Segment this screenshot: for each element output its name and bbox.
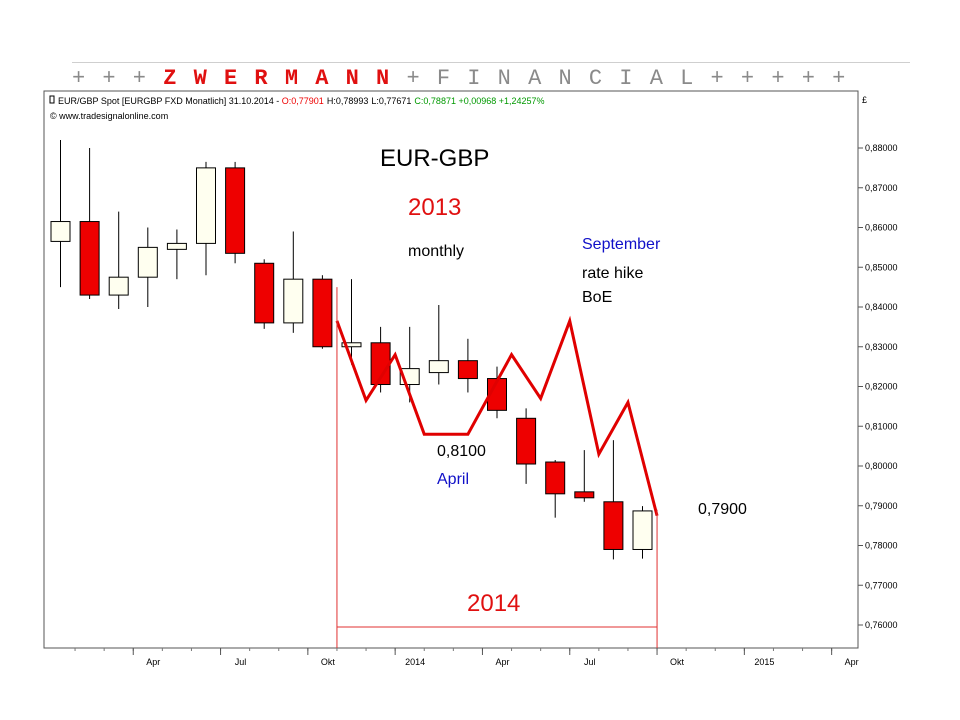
candle-body-bull bbox=[341, 342, 362, 348]
candle bbox=[516, 408, 537, 484]
chart-title: EUR-GBP bbox=[380, 145, 489, 172]
candle bbox=[370, 326, 391, 393]
candle bbox=[574, 450, 595, 502]
x-tick-label: Apr bbox=[146, 657, 160, 667]
label-level-8100: 0,8100 bbox=[437, 443, 486, 460]
candle-body-bear bbox=[254, 262, 275, 324]
candle-body-bull bbox=[50, 221, 71, 242]
overlay-line bbox=[335, 315, 659, 517]
y-tick-label: 0,81000 bbox=[865, 421, 898, 431]
candle-body-bear bbox=[79, 221, 100, 296]
candle-body-bear bbox=[225, 167, 246, 254]
chart-header: EUR/GBP Spot [EURGBP FXD Monatlich] 31.1… bbox=[58, 96, 545, 106]
candle-body-bull bbox=[137, 246, 158, 278]
x-tick-label: Jul bbox=[235, 657, 247, 667]
header-copyright: © www.tradesignalonline.com bbox=[50, 111, 168, 121]
x-tick-label: Jul bbox=[584, 657, 596, 667]
candle-body-bull bbox=[108, 276, 129, 296]
y-tick-label: 0,82000 bbox=[865, 382, 898, 392]
candle bbox=[108, 211, 129, 309]
candle-body-bull bbox=[283, 278, 304, 324]
candle bbox=[137, 227, 158, 307]
label-boe: BoE bbox=[582, 289, 612, 306]
currency-symbol: £ bbox=[862, 95, 867, 105]
y-tick-label: 0,80000 bbox=[865, 461, 898, 471]
banner-brand: Z W E R M A N N bbox=[163, 66, 392, 91]
candle bbox=[428, 305, 449, 385]
x-tick-label: Apr bbox=[845, 657, 859, 667]
banner-suffix: + F I N A N C I A L + + + + + bbox=[391, 66, 848, 91]
label-september: September bbox=[582, 236, 661, 253]
candle bbox=[254, 259, 275, 329]
y-tick-label: 0,84000 bbox=[865, 302, 898, 312]
candle bbox=[545, 460, 566, 518]
header-instrument: EUR/GBP Spot [EURGBP FXD Monatlich] 31.1… bbox=[58, 96, 282, 106]
label-april: April bbox=[437, 471, 469, 488]
candle bbox=[166, 229, 187, 280]
candle-body-bull bbox=[166, 242, 187, 250]
candle bbox=[632, 506, 653, 559]
x-tick-label: Okt bbox=[321, 657, 336, 667]
label-rate-hike: rate hike bbox=[582, 265, 643, 282]
candle bbox=[196, 161, 216, 276]
candle bbox=[50, 140, 71, 288]
x-tick-label: Apr bbox=[495, 657, 509, 667]
candle-body-bear bbox=[457, 360, 478, 380]
y-tick-label: 0,83000 bbox=[865, 342, 898, 352]
candle-body-bear bbox=[574, 491, 595, 499]
header-high: H:0,78993 bbox=[327, 96, 369, 106]
y-tick-label: 0,87000 bbox=[865, 183, 898, 193]
x-tick-label: Okt bbox=[670, 657, 685, 667]
y-tick-label: 0,85000 bbox=[865, 262, 898, 272]
label-level-7900: 0,7900 bbox=[698, 501, 747, 518]
candle bbox=[225, 161, 246, 264]
header-marker-icon bbox=[49, 95, 55, 104]
x-tick-label: 2014 bbox=[405, 657, 425, 667]
candle-body-bull bbox=[428, 360, 449, 374]
y-tick-label: 0,88000 bbox=[865, 143, 898, 153]
banner: + + + Z W E R M A N N + F I N A N C I A … bbox=[72, 66, 912, 92]
candle bbox=[283, 231, 304, 333]
y-tick-label: 0,79000 bbox=[865, 501, 898, 511]
y-tick-label: 0,77000 bbox=[865, 580, 898, 590]
candle bbox=[312, 275, 333, 349]
candle-body-bull bbox=[632, 510, 653, 550]
label-2014: 2014 bbox=[467, 590, 520, 617]
label-monthly: monthly bbox=[408, 243, 464, 260]
header-close: C:0,78871 +0,00968 +1,24257% bbox=[414, 96, 544, 106]
candle bbox=[457, 338, 478, 393]
label-2013: 2013 bbox=[408, 194, 461, 221]
candle-body-bear bbox=[545, 461, 566, 495]
candle-body-bull bbox=[196, 167, 216, 244]
candle-body-bear bbox=[603, 501, 624, 550]
y-tick-label: 0,78000 bbox=[865, 541, 898, 551]
candle-body-bear bbox=[312, 278, 333, 348]
header-low: L:0,77671 bbox=[371, 96, 411, 106]
candle-body-bear bbox=[516, 417, 537, 465]
candle bbox=[341, 279, 362, 365]
x-tick-label: 2015 bbox=[754, 657, 774, 667]
banner-prefix: + + + bbox=[72, 66, 164, 91]
header-open: O:0,77901 bbox=[282, 96, 324, 106]
candle bbox=[603, 440, 624, 560]
candle bbox=[79, 148, 100, 300]
y-tick-label: 0,86000 bbox=[865, 223, 898, 233]
y-tick-label: 0,76000 bbox=[865, 620, 898, 630]
banner-rule bbox=[72, 62, 910, 63]
plot-frame bbox=[43, 90, 859, 649]
